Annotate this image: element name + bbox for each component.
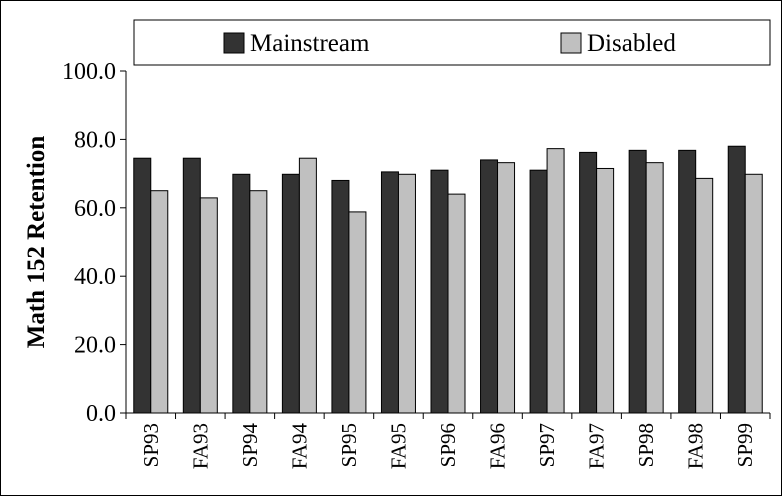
x-tick-label: FA96	[486, 423, 510, 469]
x-tick-label: SP97	[535, 423, 559, 467]
x-tick-label: FA93	[188, 423, 212, 469]
bar-mainstream-fa94	[281, 173, 300, 414]
bar-disabled-fa93	[199, 197, 218, 414]
x-axis-ticks: SP93 FA93 SP94 FA94 SP95 FA95 SP96 FA96 SP97 FA97…	[125, 413, 771, 470]
y-tick-label: 0.0	[86, 401, 116, 427]
x-tick-label: FA98	[684, 423, 708, 469]
bar-mainstream-fa97	[579, 151, 598, 414]
y-axis-ticks: 0.0 20.0 40.0 60.0 80.0 100.0	[62, 59, 126, 427]
y-tick-label: 60.0	[74, 196, 116, 222]
bar-disabled-sp94	[249, 190, 268, 414]
bar-disabled-fa94	[298, 157, 317, 414]
bar-mainstream-sp94	[232, 173, 251, 414]
bar-mainstream-fa96	[480, 159, 499, 414]
x-tick-label: SP96	[436, 423, 460, 467]
bar-mainstream-sp93	[133, 157, 152, 414]
x-tick-label: SP98	[634, 423, 658, 467]
y-tick-label: 20.0	[74, 333, 116, 359]
axes	[125, 71, 770, 414]
x-tick-label: SP99	[733, 423, 757, 467]
bar-disabled-sp93	[150, 190, 169, 414]
y-tick-label: 40.0	[74, 264, 116, 290]
bar-disabled-sp97	[546, 148, 565, 414]
bar-mainstream-sp98	[628, 149, 647, 414]
bar-mainstream-sp96	[430, 169, 449, 414]
legend-label-mainstream: Mainstream	[250, 30, 370, 57]
x-tick-label: FA97	[585, 423, 609, 469]
y-axis-label: Math 152 Retention	[23, 136, 50, 349]
x-tick-label: SP95	[337, 423, 361, 467]
bar-disabled-sp98	[645, 162, 664, 414]
legend-label-disabled: Disabled	[587, 30, 676, 57]
bar-disabled-sp95	[348, 211, 367, 414]
bar-disabled-fa98	[695, 177, 714, 414]
x-tick-label: FA95	[386, 423, 410, 469]
x-tick-label: SP93	[139, 423, 163, 467]
bar-mainstream-sp95	[331, 179, 350, 414]
bar-disabled-fa97	[596, 167, 615, 414]
bar-mainstream-sp97	[529, 169, 548, 414]
bar-disabled-sp96	[447, 193, 466, 414]
bar-mainstream-fa93	[182, 157, 201, 414]
legend-swatch-disabled	[560, 32, 582, 54]
y-tick-label: 80.0	[74, 127, 116, 153]
bar-mainstream-fa95	[380, 171, 399, 414]
bar-mainstream-fa98	[678, 149, 697, 414]
bar-mainstream-sp99	[727, 145, 746, 414]
y-tick-label: 100.0	[62, 59, 116, 85]
bar-disabled-fa95	[397, 173, 416, 414]
x-tick-label: SP94	[238, 423, 262, 468]
legend: Mainstream Disabled	[133, 19, 771, 66]
x-tick-label: FA94	[287, 423, 311, 470]
legend-swatch-mainstream	[223, 32, 245, 54]
bar-disabled-fa96	[497, 162, 516, 414]
bar-disabled-sp99	[744, 173, 763, 414]
